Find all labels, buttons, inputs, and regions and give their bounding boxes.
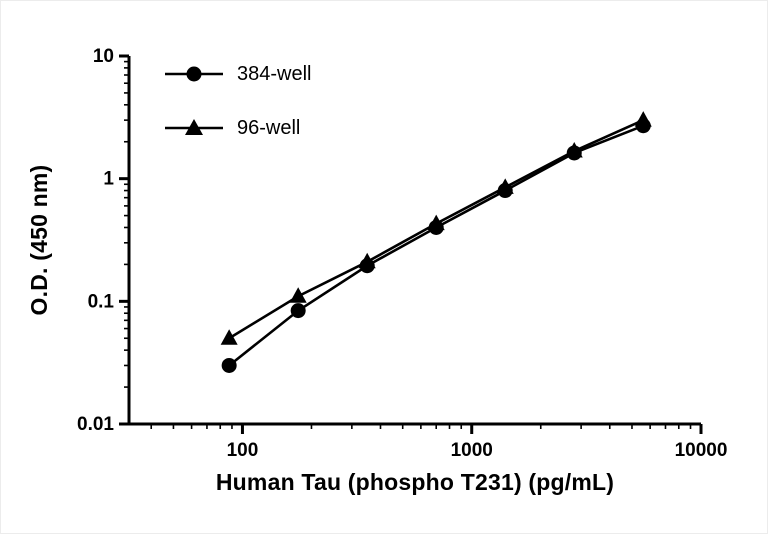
svg-text:10: 10: [93, 46, 114, 67]
svg-text:100: 100: [227, 440, 259, 461]
circle-marker-icon: [165, 66, 223, 82]
svg-text:1000: 1000: [451, 440, 493, 461]
legend-label: 384-well: [237, 62, 312, 85]
svg-text:0.01: 0.01: [77, 414, 114, 435]
y-axis-title: O.D. (450 nm): [26, 164, 52, 316]
legend-item-96-well: 96-well: [163, 115, 311, 141]
svg-text:0.1: 0.1: [88, 291, 115, 312]
svg-text:1: 1: [103, 169, 114, 190]
legend-label: 96-well: [237, 116, 301, 139]
triangle-marker-icon: [165, 119, 223, 135]
legend-item-384-well: 384-well: [163, 61, 311, 87]
x-axis-title: Human Tau (phospho T231) (pg/mL): [215, 469, 615, 495]
legend: 384-well 96-well: [163, 61, 311, 169]
svg-text:10000: 10000: [675, 440, 728, 461]
